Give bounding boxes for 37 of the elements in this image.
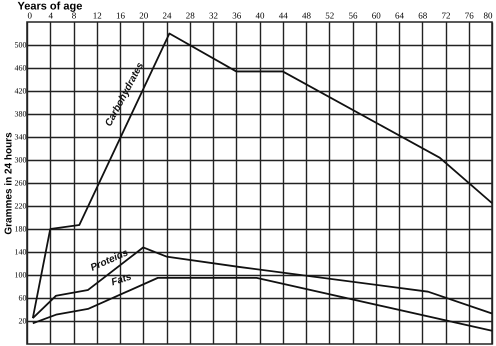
- x-tick-label: 12: [92, 10, 102, 20]
- y-tick-label: 60: [18, 294, 26, 302]
- y-tick-label: 300: [14, 156, 26, 164]
- x-tick-label: 68: [418, 10, 428, 20]
- y-tick-label: 460: [14, 64, 26, 72]
- x-tick-label: 24: [162, 10, 172, 20]
- x-tick-label: 32: [209, 10, 218, 20]
- x-tick-label: 0: [28, 10, 32, 20]
- x-tick-label: 4: [48, 10, 54, 20]
- y-tick-label: 500: [14, 40, 26, 50]
- x-tick-label: 16: [116, 10, 126, 20]
- x-tick-label: 60: [372, 10, 382, 20]
- x-tick-label: 56: [348, 10, 358, 20]
- y-tick-label: 340: [14, 132, 26, 142]
- y-tick-label: 420: [14, 86, 26, 96]
- x-tick-label: 52: [325, 10, 334, 20]
- y-tick-label: 140: [14, 248, 26, 256]
- y-tick-label: 260: [14, 178, 26, 188]
- text: Fats: [110, 271, 134, 288]
- x-tick-label: 36: [232, 10, 242, 20]
- y-tick-label: 220: [14, 202, 26, 210]
- x-tick-label: 28: [186, 10, 196, 20]
- y-axis-title: Grammes in 24 hours: [4, 132, 14, 235]
- x-tick-label: 8: [72, 10, 77, 20]
- x-tick-label: 72: [442, 10, 450, 20]
- y-tick-label: 20: [18, 316, 26, 326]
- y-tick-label: 100: [14, 270, 26, 280]
- x-tick-label: 64: [395, 10, 404, 20]
- x-tick-label: 40: [256, 10, 265, 20]
- y-tick-label: 380: [14, 110, 26, 118]
- x-axis-title: Years of age: [18, 0, 82, 12]
- x-tick-label: 20: [139, 10, 149, 20]
- x-tick-label: 44: [278, 10, 288, 20]
- x-tick-label: 76: [464, 10, 474, 20]
- x-tick-label: 80: [484, 10, 493, 20]
- y-tick-label: 180: [14, 224, 26, 234]
- x-tick-label: 48: [302, 10, 312, 20]
